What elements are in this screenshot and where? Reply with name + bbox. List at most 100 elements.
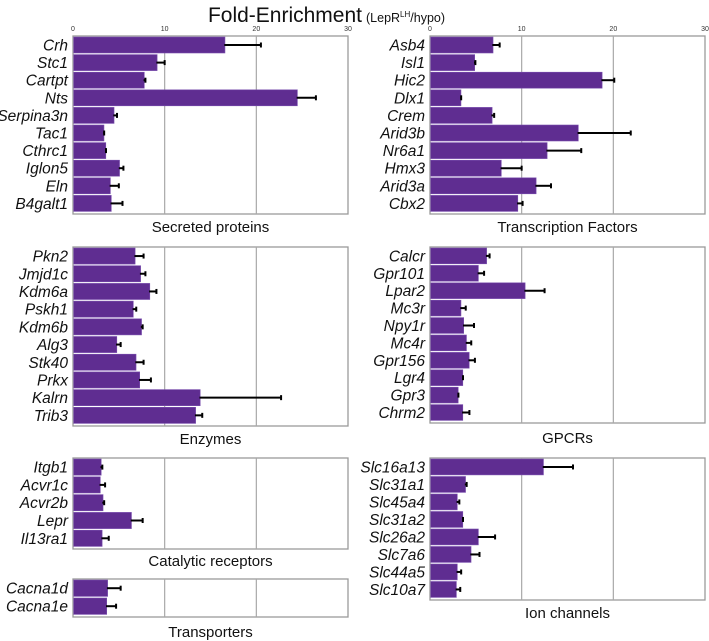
gene-label: Crh	[43, 38, 68, 55]
gene-label: B4galt1	[15, 196, 68, 213]
gene-label: Slc44a5	[369, 564, 425, 581]
bar	[430, 546, 472, 563]
bar	[430, 476, 466, 493]
bar	[73, 371, 140, 389]
bar	[73, 71, 145, 89]
bar	[430, 317, 465, 334]
gene-label: Asb4	[389, 38, 426, 55]
bar	[73, 318, 142, 336]
gene-label: Serpina3n	[0, 108, 68, 125]
bar	[430, 369, 464, 386]
panel-title: Enzymes	[180, 431, 242, 448]
gene-label: Slc16a13	[360, 459, 425, 476]
chart-title: Fold-Enrichment	[208, 4, 362, 27]
subtitle-prefix: (LepR	[366, 11, 400, 25]
gene-label: Hmx3	[385, 161, 426, 178]
panel-ion-channels: Slc16a13Slc31a1Slc45a4Slc31a2Slc26a2Slc7…	[360, 457, 706, 622]
panel-transcription-factors: 0 10 20 30 Asb4Isl1Hic2Dlx1CremArid3bNr6a1Hm…	[379, 26, 709, 236]
bar	[73, 389, 201, 407]
gene-label: Slc45a4	[369, 494, 425, 511]
gene-label: Itgb1	[34, 460, 68, 477]
gene-label: Crem	[387, 108, 425, 125]
bar	[430, 299, 462, 317]
gene-label: Slc26a2	[369, 529, 425, 546]
panel-title: Secreted proteins	[152, 219, 270, 236]
gene-label: Chrm2	[378, 405, 425, 422]
bar	[430, 563, 458, 581]
gene-label: Kdm6a	[19, 284, 68, 301]
bar	[430, 265, 479, 282]
gene-label: Nr6a1	[383, 143, 425, 160]
bar	[73, 142, 107, 159]
bar	[430, 282, 526, 299]
panel-frame	[72, 457, 349, 550]
gene-label: Mc4r	[391, 335, 426, 352]
gene-label: Prkx	[37, 372, 69, 389]
gene-label: Slc31a2	[369, 512, 425, 529]
gene-label: Isl1	[401, 55, 425, 72]
bar	[73, 406, 196, 424]
bar	[73, 247, 136, 265]
bar	[430, 352, 470, 369]
gene-label: Nts	[45, 90, 69, 107]
bar	[73, 124, 105, 142]
gene-label: Iglon5	[26, 161, 69, 178]
panel-title: Catalytic receptors	[148, 553, 272, 570]
bar	[73, 353, 137, 371]
bar	[430, 458, 544, 476]
bar	[73, 512, 132, 529]
panel-title: Transporters	[168, 624, 252, 641]
bar	[73, 54, 158, 71]
subtitle-suffix: /hypo)	[410, 11, 445, 25]
gene-label: Cartpt	[26, 73, 69, 90]
bar	[430, 404, 464, 421]
bar	[430, 107, 493, 124]
bar	[430, 195, 519, 212]
x-tick-label: 0	[71, 26, 75, 33]
bar	[430, 71, 603, 89]
bar	[430, 581, 457, 598]
bar	[73, 494, 104, 512]
bar	[430, 511, 464, 528]
panel-title: Transcription Factors	[497, 219, 637, 236]
x-tick-label: 30	[344, 26, 352, 33]
x-tick-label: 30	[701, 26, 709, 33]
bar	[430, 247, 487, 265]
gene-label: Gpr3	[391, 388, 426, 405]
bar	[73, 89, 298, 107]
gene-label: Gpr101	[373, 266, 425, 283]
gene-label: Acvr2b	[19, 495, 69, 512]
bar	[73, 579, 108, 597]
gene-label: Hic2	[394, 73, 425, 90]
gene-label: Cbx2	[389, 196, 426, 213]
bar	[73, 476, 101, 494]
gene-label: Lgr4	[394, 370, 425, 387]
gene-label: Pskh1	[25, 302, 68, 319]
panel-secreted-proteins: 0 10 20 30 CrhStc1CartptNtsSerpina3nTac1Cthr…	[0, 26, 352, 236]
panel-enzymes: Pkn2Jmjd1cKdm6aPskh1Kdm6bAlg3Stk40PrkxKa…	[18, 246, 349, 448]
gene-label: Il13ra1	[21, 531, 68, 548]
gene-label: Cacna1d	[6, 581, 69, 598]
x-tick-label: 20	[252, 26, 260, 33]
gene-label: Acvr1c	[20, 477, 69, 494]
gene-label: Arid3a	[379, 178, 425, 195]
gene-label: Mc3r	[391, 301, 426, 318]
gene-label: Trib3	[34, 408, 69, 425]
x-tick-label: 10	[518, 26, 526, 33]
bar	[73, 177, 111, 195]
gene-label: Stk40	[28, 355, 68, 372]
gene-label: Dlx1	[394, 90, 425, 107]
bar	[430, 493, 458, 511]
bar	[430, 142, 548, 159]
gene-label: Gpr156	[373, 353, 425, 370]
gene-label: Slc10a7	[369, 582, 426, 599]
bar	[430, 177, 537, 195]
bar	[73, 283, 151, 300]
bar	[73, 336, 118, 353]
gene-label: Npy1r	[384, 318, 426, 335]
bar	[73, 597, 107, 615]
bar	[73, 107, 115, 124]
